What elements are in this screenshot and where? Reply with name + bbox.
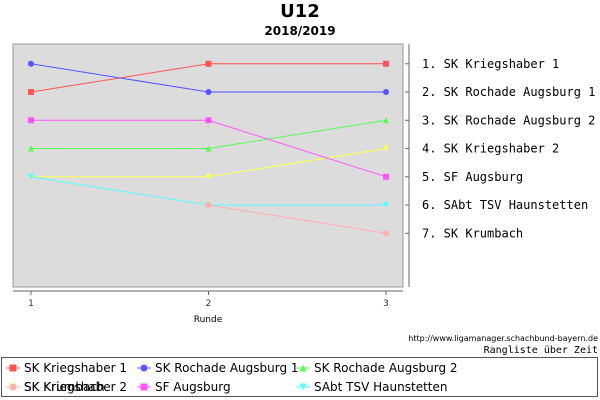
legend-item-sk-rochade-augsburg-1: SK Rochade Augsburg 1 bbox=[137, 359, 299, 377]
legend-label: SK Kriegshaber 1 bbox=[24, 361, 128, 375]
rank-label-7: 7. SK Krumbach bbox=[422, 226, 523, 240]
point-sk-kriegshaber-2-runde-2 bbox=[205, 173, 212, 180]
source-url: http://www.ligamanager.schachbund-bayern… bbox=[408, 334, 598, 343]
point-sf-augsburg-runde-1 bbox=[28, 117, 34, 124]
point-sf-augsburg-runde-2 bbox=[205, 117, 212, 124]
legend-item-sf-augsburg: SF Augsburg bbox=[137, 378, 231, 396]
legend-item-sk-krumbach: SK Krumbach bbox=[6, 378, 105, 396]
legend-swatch-marker bbox=[140, 383, 148, 391]
legend-label: SK Rochade Augsburg 2 bbox=[314, 361, 458, 375]
point-sk-kriegshaber-1-runde-2 bbox=[205, 60, 212, 67]
rank-label-5: 5. SF Augsburg bbox=[422, 170, 523, 184]
point-sf-augsburg-runde-3 bbox=[383, 173, 389, 180]
legend-item-sk-kriegshaber-1: SK Kriegshaber 1 bbox=[6, 359, 127, 377]
rank-label-2: 2. SK Rochade Augsburg 1 bbox=[422, 85, 595, 99]
legend-swatch-sabt-tsv-haunstetten bbox=[296, 383, 310, 391]
rank-labels: 1. SK Kriegshaber 1 2. SK Rochade Augsbur… bbox=[405, 57, 595, 240]
x-tick-label-1: 1 bbox=[28, 299, 34, 309]
series-sk-kriegshaber-1 bbox=[28, 60, 389, 96]
legend-swatch-marker bbox=[299, 364, 307, 372]
legend-swatch-sk-rochade-augsburg-1 bbox=[137, 364, 151, 372]
legend: SK Kriegshaber 1 SK Rochade Augsburg 1 SK … bbox=[1, 357, 598, 397]
rank-label-4: 4. SK Kriegshaber 2 bbox=[422, 142, 559, 156]
rank-label-6: 6. SAbt TSV Haunstetten bbox=[422, 198, 588, 212]
point-sk-kriegshaber-2-runde-3 bbox=[383, 145, 389, 152]
point-sk-rochade-augsburg-1-runde-1 bbox=[28, 60, 34, 67]
rank-chart: 1 2 3 Runde 1. SK Kriegshaber 1 2. SK Rocha… bbox=[12, 43, 598, 356]
rank-label-1: 1. SK Kriegshaber 1 bbox=[422, 57, 559, 71]
point-sk-rochade-augsburg-2-runde-2 bbox=[205, 145, 212, 152]
point-sk-krumbach-runde-2 bbox=[205, 202, 212, 209]
chart-caption: Rangliste über Zeit bbox=[484, 345, 598, 356]
point-sk-kriegshaber-1-runde-1 bbox=[28, 89, 34, 96]
legend-item-sk-rochade-augsburg-2: SK Rochade Augsburg 2 bbox=[296, 359, 458, 377]
series-sk-rochade-augsburg-1 bbox=[28, 60, 389, 96]
legend-swatch-marker bbox=[299, 383, 307, 391]
legend-swatch-marker bbox=[9, 383, 17, 391]
point-sk-rochade-augsburg-1-runde-3 bbox=[383, 89, 389, 96]
point-sabt-tsv-haunstetten-runde-1 bbox=[28, 173, 34, 180]
chart-title: U12 bbox=[280, 1, 320, 22]
legend-label: SF Augsburg bbox=[155, 380, 231, 394]
point-sk-rochade-augsburg-2-runde-3 bbox=[383, 117, 389, 124]
x-tick-label-3: 3 bbox=[383, 299, 389, 309]
chart-subtitle: 2018/2019 bbox=[264, 24, 336, 38]
point-sk-kriegshaber-1-runde-3 bbox=[383, 60, 389, 67]
x-tick-label-2: 2 bbox=[206, 299, 212, 309]
legend-swatch-marker bbox=[9, 364, 17, 372]
x-axis-title: Runde bbox=[194, 315, 223, 325]
legend-swatch-sk-rochade-augsburg-2 bbox=[296, 364, 310, 372]
legend-item-sabt-tsv-haunstetten: SAbt TSV Haunstetten bbox=[296, 378, 447, 396]
point-sabt-tsv-haunstetten-runde-3 bbox=[383, 202, 389, 209]
rank-label-3: 3. SK Rochade Augsburg 2 bbox=[422, 113, 595, 127]
point-sk-rochade-augsburg-1-runde-2 bbox=[205, 89, 212, 96]
series-sf-augsburg bbox=[28, 117, 389, 180]
point-sk-krumbach-runde-3 bbox=[383, 230, 389, 237]
series-sk-krumbach bbox=[205, 202, 389, 237]
legend-label: SK Kriegshaber 2 bbox=[24, 380, 128, 394]
series-sk-rochade-augsburg-2 bbox=[28, 117, 389, 152]
x-axis-ticks: 1 2 3 bbox=[28, 291, 389, 309]
legend-swatch-sk-krumbach bbox=[6, 383, 20, 391]
legend-swatch-sf-augsburg bbox=[137, 383, 151, 391]
legend-label: SK Krumbach bbox=[24, 380, 105, 394]
series-line-sk-krumbach bbox=[208, 204, 387, 234]
legend-label: SAbt TSV Haunstetten bbox=[314, 380, 448, 394]
legend-swatch-sk-kriegshaber-1 bbox=[6, 364, 20, 372]
legend-swatch-marker bbox=[140, 364, 148, 372]
plot-background bbox=[12, 43, 404, 288]
series-layer bbox=[28, 60, 389, 237]
point-sk-rochade-augsburg-2-runde-1 bbox=[28, 145, 34, 152]
legend-label: SK Rochade Augsburg 1 bbox=[155, 361, 299, 375]
